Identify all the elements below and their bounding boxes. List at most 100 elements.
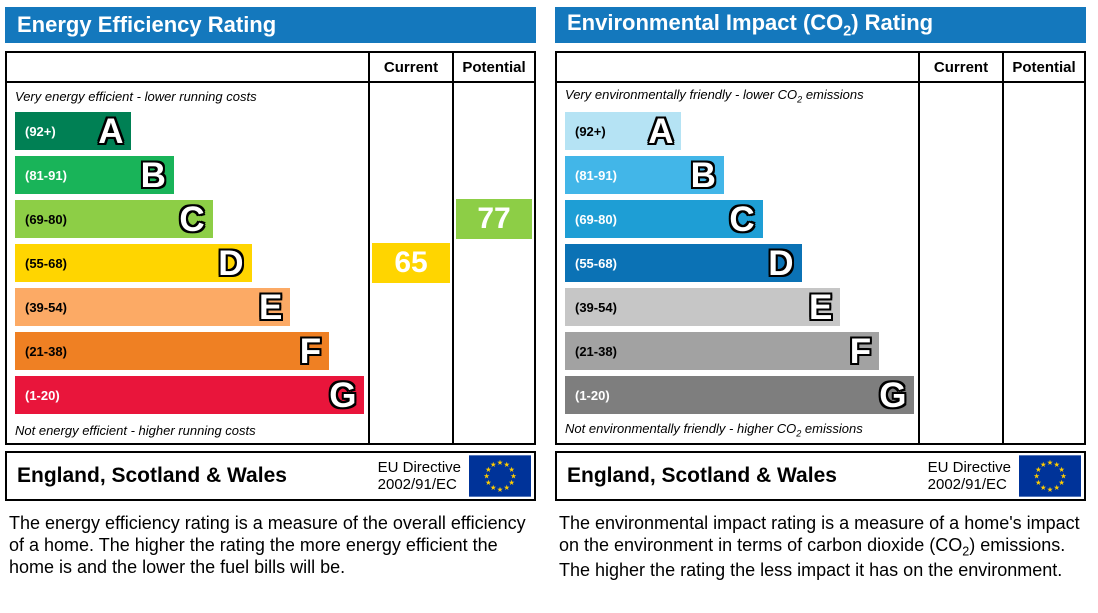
energy-top-caption-text: Very energy efficient - lower running co… <box>15 88 257 104</box>
band-bar: (92+) A <box>15 112 132 150</box>
energy-potential-indicator: 77 <box>456 199 532 239</box>
co2-title-pre: Environmental Impact (CO <box>567 10 844 36</box>
svg-text:★: ★ <box>1040 460 1046 469</box>
co2-description-pre: The environmental impact rating is a mea… <box>559 513 1080 555</box>
band-range-label: (55-68) <box>575 255 617 271</box>
svg-text:★: ★ <box>1035 478 1041 487</box>
band-letter: D <box>218 243 244 283</box>
band-bar: (21-38) F <box>15 331 330 371</box>
energy-potential-column-body: 77 <box>454 83 534 443</box>
band-letter: F <box>299 331 322 371</box>
co2-bottom-caption-sub: 2 <box>796 428 802 439</box>
co2-description: The environmental impact rating is a mea… <box>559 513 1082 582</box>
svg-text:★: ★ <box>1053 483 1059 492</box>
band-letter: C <box>729 199 755 239</box>
svg-text:★: ★ <box>483 472 489 481</box>
band-bar: (81-91) B <box>15 156 174 194</box>
band-letter: B <box>690 155 716 195</box>
band-range-label: (81-91) <box>575 167 617 183</box>
energy-band-header-spacer <box>7 53 368 83</box>
energy-band-row-G: (1-20) G <box>7 373 368 417</box>
band-bar: (81-91) B <box>565 156 724 194</box>
band-bar: (1-20) G <box>565 376 915 414</box>
energy-band-row-D: (55-68) D <box>7 241 368 285</box>
energy-band-row-E: (39-54) E <box>7 285 368 329</box>
eu-directive-label: EU Directive 2002/91/EC <box>928 459 1011 494</box>
svg-text:★: ★ <box>1058 465 1064 474</box>
band-range-label: (21-38) <box>575 343 617 359</box>
co2-band-row-B: (81-91) B <box>557 153 918 197</box>
energy-band-row-A: (92+) A <box>7 109 368 153</box>
eu-directive-line1: EU Directive <box>927 458 1011 476</box>
svg-text:★: ★ <box>485 465 491 474</box>
svg-text:★: ★ <box>510 472 516 481</box>
svg-text:★: ★ <box>503 483 509 492</box>
band-range-label: (21-38) <box>25 343 67 359</box>
co2-band-row-G: (1-20) G <box>557 373 918 417</box>
band-letter: C <box>179 199 205 239</box>
co2-panel-title: Environmental Impact (CO2) Rating <box>567 10 933 39</box>
eu-directive-line1: EU Directive <box>377 458 461 476</box>
band-letter: F <box>849 331 872 371</box>
energy-current-column-body: 65 <box>370 83 452 443</box>
co2-band-row-F: (21-38) F <box>557 329 918 373</box>
co2-band-header-spacer <box>557 53 918 83</box>
band-range-label: (1-20) <box>575 387 610 403</box>
band-range-label: (69-80) <box>25 211 67 227</box>
energy-current-column-header: Current <box>370 53 452 83</box>
co2-band-row-E: (39-54) E <box>557 285 918 329</box>
band-range-label: (92+) <box>575 123 606 139</box>
region-label: England, Scotland & Wales <box>17 464 287 487</box>
band-letter: A <box>648 111 674 151</box>
environmental-impact-panel: Environmental Impact (CO2) Rating Very e… <box>555 7 1086 613</box>
band-bar: (39-54) E <box>15 287 291 327</box>
svg-text:★: ★ <box>490 460 496 469</box>
co2-current-column: Current <box>920 53 1004 443</box>
band-bar: (69-80) C <box>565 200 763 238</box>
energy-current-column: Current 65 <box>370 53 454 443</box>
co2-top-caption-post: emissions <box>802 87 864 103</box>
eu-directive-line2: 2002/91/EC <box>377 476 457 493</box>
co2-bottom-caption-text: Not environmentally friendly - higher CO… <box>565 421 863 439</box>
energy-panel-title: Energy Efficiency Rating <box>17 12 277 37</box>
band-bar: (21-38) F <box>565 331 880 371</box>
svg-text:★: ★ <box>497 485 503 494</box>
svg-text:★: ★ <box>497 458 503 467</box>
co2-panel-header: Environmental Impact (CO2) Rating <box>555 7 1086 43</box>
co2-rating-chart: Very environmentally friendly - lower CO… <box>555 51 1086 445</box>
energy-band-row-B: (81-91) B <box>7 153 368 197</box>
svg-text:★: ★ <box>1047 458 1053 467</box>
band-letter: D <box>768 243 794 283</box>
co2-bottom-caption-post: emissions <box>801 421 863 437</box>
band-letter: G <box>329 375 357 415</box>
svg-text:★: ★ <box>1047 485 1053 494</box>
eu-directive-label: EU Directive 2002/91/EC <box>378 459 461 494</box>
svg-text:★: ★ <box>1035 465 1041 474</box>
co2-top-caption-pre: Very environmentally friendly - lower CO <box>565 87 798 103</box>
energy-potential-column-header: Potential <box>454 53 534 83</box>
co2-potential-column: Potential <box>1004 53 1084 443</box>
svg-text:★: ★ <box>1033 472 1039 481</box>
co2-band-column: Very environmentally friendly - lower CO… <box>557 53 920 443</box>
co2-current-column-body <box>920 83 1002 443</box>
band-bar: (69-80) C <box>15 200 213 238</box>
energy-bottom-caption: Not energy efficient - higher running co… <box>7 417 368 443</box>
svg-text:★: ★ <box>1040 483 1046 492</box>
co2-top-caption: Very environmentally friendly - lower CO… <box>557 83 918 109</box>
band-range-label: (81-91) <box>25 167 67 183</box>
co2-band-row-D: (55-68) D <box>557 241 918 285</box>
svg-text:★: ★ <box>1053 460 1059 469</box>
svg-text:★: ★ <box>1060 472 1066 481</box>
co2-bottom-caption: Not environmentally friendly - higher CO… <box>557 417 918 443</box>
energy-band-row-F: (21-38) F <box>7 329 368 373</box>
co2-top-caption-sub: 2 <box>797 94 803 105</box>
energy-bottom-caption-text: Not energy efficient - higher running co… <box>15 422 256 438</box>
co2-description-post: ) emissions. The higher the rating the l… <box>559 534 1066 580</box>
co2-title-post: ) Rating <box>851 10 934 36</box>
band-bar: (55-68) D <box>15 244 252 282</box>
band-range-label: (69-80) <box>575 211 617 227</box>
co2-current-column-header: Current <box>920 53 1002 83</box>
band-letter: E <box>258 287 283 327</box>
band-bar: (92+) A <box>565 111 682 151</box>
band-bar: (39-54) E <box>565 288 841 326</box>
